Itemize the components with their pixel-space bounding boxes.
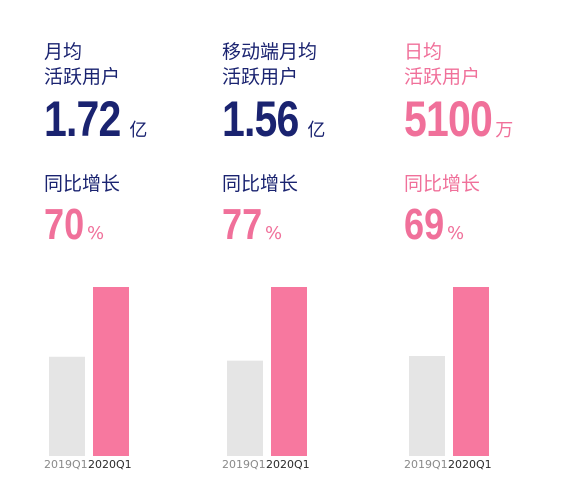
growth-label: 同比增长 bbox=[222, 173, 299, 195]
panel-title-line: 活跃用户 bbox=[404, 66, 481, 88]
panel-title: 月均 活跃用户 bbox=[44, 40, 120, 90]
bar-2019q1 bbox=[409, 355, 445, 456]
comparison-bar-chart: 2019Q1 2020Q1 bbox=[44, 287, 132, 471]
panel-title-line: 移动端月均 bbox=[222, 41, 318, 63]
growth-metric: 70 % bbox=[44, 200, 104, 250]
metric-panel-dau: 日均 活跃用户 5100 万 同比增长 69 % 2019Q1 2020Q1 bbox=[404, 0, 564, 496]
comparison-bar-chart: 2019Q1 2020Q1 bbox=[404, 287, 492, 471]
headline-metric: 1.56 亿 bbox=[222, 92, 325, 146]
panel-title: 日均 活跃用户 bbox=[404, 40, 480, 90]
headline-value: 1.56 bbox=[222, 91, 299, 147]
growth-value: 69 bbox=[404, 200, 445, 249]
headline-unit: 亿 bbox=[307, 120, 326, 141]
headline-metric: 5100 万 bbox=[404, 92, 513, 146]
headline-value: 1.72 bbox=[44, 91, 121, 147]
panel-title-line: 活跃用户 bbox=[44, 66, 121, 88]
headline-metric: 1.72 亿 bbox=[44, 92, 147, 146]
category-label: 2020Q1 bbox=[448, 458, 492, 471]
category-label: 2019Q1 bbox=[404, 458, 448, 471]
bar-2020q1 bbox=[271, 287, 307, 456]
growth-value: 77 bbox=[222, 200, 263, 249]
bar-2019q1 bbox=[227, 360, 263, 456]
headline-unit: 亿 bbox=[129, 120, 148, 141]
headline-value: 5100 bbox=[404, 91, 493, 147]
category-label: 2020Q1 bbox=[88, 458, 132, 471]
category-label: 2020Q1 bbox=[266, 458, 310, 471]
bar-2020q1 bbox=[93, 287, 129, 456]
growth-label: 同比增长 bbox=[44, 173, 121, 195]
headline-unit: 万 bbox=[495, 120, 514, 141]
growth-value: 70 bbox=[44, 200, 85, 249]
panel-title-line: 月均 bbox=[44, 41, 83, 63]
category-label: 2019Q1 bbox=[222, 458, 266, 471]
comparison-bar-chart: 2019Q1 2020Q1 bbox=[222, 287, 310, 471]
metric-panel-mau: 月均 活跃用户 1.72 亿 同比增长 70 % 2019Q1 2020Q1 bbox=[44, 0, 194, 496]
panel-title-line: 活跃用户 bbox=[222, 66, 299, 88]
bar-2020q1 bbox=[453, 287, 489, 456]
bar-2019q1 bbox=[49, 356, 85, 456]
growth-metric: 69 % bbox=[404, 200, 464, 250]
category-label: 2019Q1 bbox=[44, 458, 88, 471]
growth-metric: 77 % bbox=[222, 200, 282, 250]
panel-title-line: 日均 bbox=[404, 41, 443, 63]
growth-unit: % bbox=[86, 223, 105, 244]
metric-panel-mobile-mau: 移动端月均 活跃用户 1.56 亿 同比增长 77 % 2019Q1 2020Q1 bbox=[222, 0, 392, 496]
growth-unit: % bbox=[264, 223, 283, 244]
growth-label: 同比增长 bbox=[404, 173, 481, 195]
panel-title: 移动端月均 活跃用户 bbox=[222, 40, 317, 90]
growth-unit: % bbox=[446, 223, 465, 244]
